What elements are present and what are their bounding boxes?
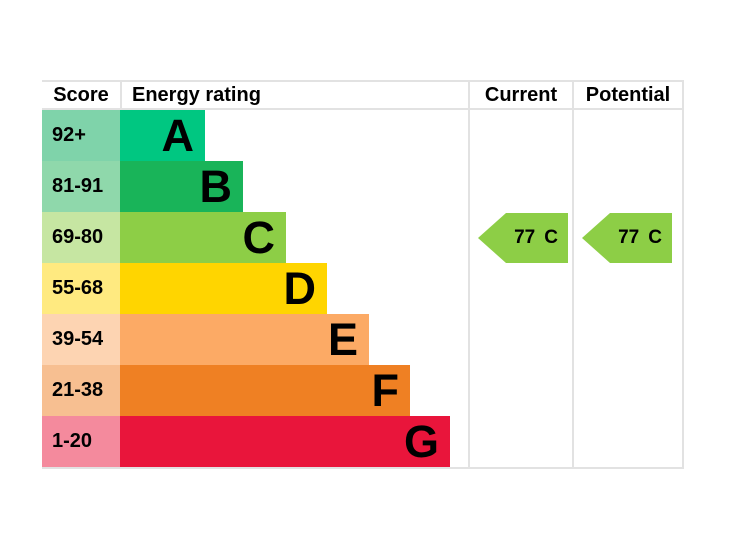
score-range: 81-91 (42, 161, 120, 212)
current-column: 77 C (468, 110, 572, 467)
current-rating-band-letter: C (544, 227, 558, 248)
score-range: 21-38 (42, 365, 120, 416)
band-row-a: 92+ A (42, 110, 468, 161)
potential-rating-value: 77 (618, 227, 640, 248)
band-row-d: 55-68 D (42, 263, 468, 314)
band-row-g: 1-20 G (42, 416, 468, 467)
potential-rating-band-letter: C (648, 227, 662, 248)
band-row-b: 81-91 B (42, 161, 468, 212)
header-potential: Potential (572, 82, 684, 110)
energy-band-bar: A (120, 110, 205, 161)
score-range: 39-54 (42, 314, 120, 365)
potential-rating-arrow: 77 C (582, 213, 672, 263)
energy-band-bar: B (120, 161, 243, 212)
energy-band-bar: G (120, 416, 450, 467)
score-range: 69-80 (42, 212, 120, 263)
header-current: Current (468, 82, 572, 110)
potential-column: 77 C (572, 110, 684, 467)
energy-bands: 92+ A 81-91 B 69-80 C 55-68 D 39-54 E 21-38 F 1-20 G (42, 110, 468, 467)
header-energy-rating: Energy rating (120, 82, 468, 110)
header-score: Score (42, 82, 120, 110)
epc-rating-table: Score Energy rating Current Potential 92… (42, 80, 684, 469)
energy-band-bar: C (120, 212, 286, 263)
energy-band-bar: E (120, 314, 369, 365)
current-rating-arrow: 77 C (478, 213, 568, 263)
band-row-f: 21-38 F (42, 365, 468, 416)
score-range: 92+ (42, 110, 120, 161)
band-row-e: 39-54 E (42, 314, 468, 365)
energy-band-bar: F (120, 365, 410, 416)
current-rating-value: 77 (514, 227, 536, 248)
score-range: 55-68 (42, 263, 120, 314)
band-row-c: 69-80 C (42, 212, 468, 263)
score-range: 1-20 (42, 416, 120, 467)
energy-band-bar: D (120, 263, 327, 314)
